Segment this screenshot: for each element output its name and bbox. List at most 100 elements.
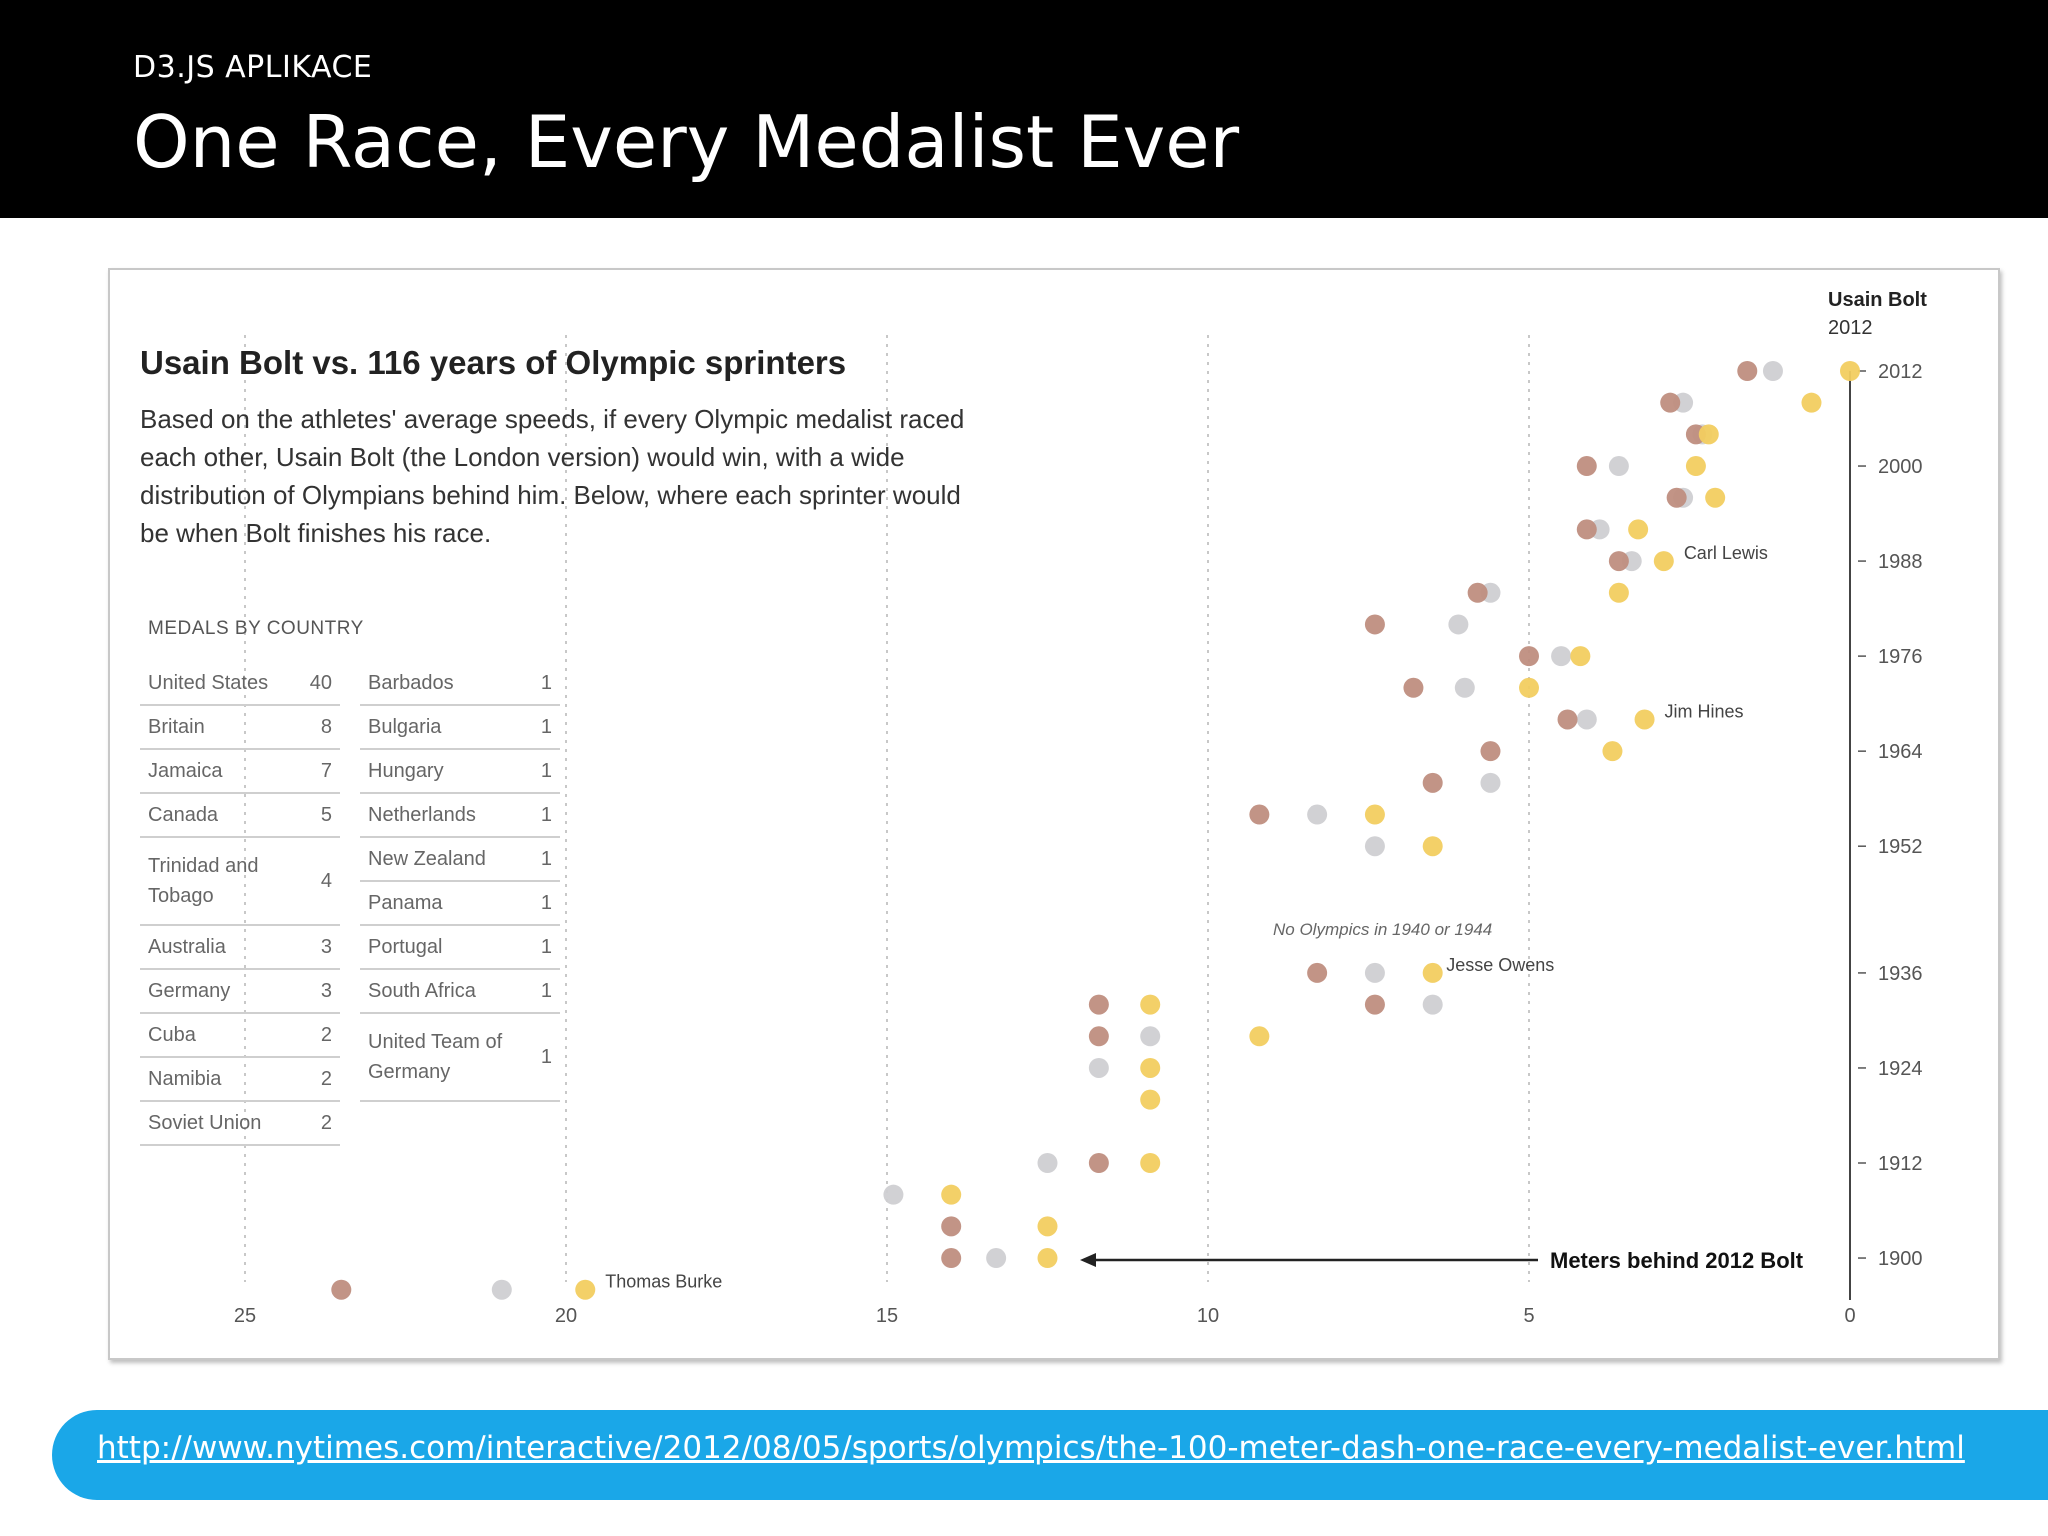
medal-count: 3 (320, 979, 332, 1002)
silver-point (1307, 804, 1328, 825)
medal-count: 7 (320, 759, 332, 782)
y-tick-label: 1988 (1878, 551, 1923, 573)
gold-point (1037, 1216, 1058, 1237)
medal-country: South Africa (368, 979, 476, 1002)
medal-count: 3 (320, 935, 332, 958)
gold-point (1698, 424, 1719, 445)
y-tick-label: 1964 (1878, 741, 1923, 763)
top-label-year: 2012 (1828, 317, 1873, 339)
medal-row: Bulgaria 1 (360, 706, 560, 750)
gold-point (1685, 456, 1706, 477)
gold-point (575, 1279, 596, 1300)
x-tick-label: 0 (1844, 1305, 1855, 1327)
medal-country: United Team of Germany (368, 1031, 503, 1083)
medal-row: Soviet Union 2 (140, 1102, 340, 1146)
medal-country: United States (148, 671, 269, 694)
x-axis-arrowhead (1080, 1253, 1096, 1267)
y-tick-label: 2012 (1878, 361, 1923, 383)
gold-point (1364, 804, 1385, 825)
gold-point (1422, 962, 1443, 983)
bronze-point (1364, 994, 1385, 1015)
annotation-label: Thomas Burke (605, 1272, 722, 1292)
gold-point (1628, 519, 1649, 540)
medal-count: 1 (540, 1046, 552, 1068)
gold-point (1570, 646, 1591, 667)
medal-row: Barbados 1 (360, 662, 560, 706)
medal-row: Trinidad and Tobago 4 (140, 838, 340, 926)
gold-point (1602, 741, 1623, 762)
silver-point (1448, 614, 1469, 635)
medal-row: South Africa 1 (360, 970, 560, 1014)
medal-count: 2 (320, 1023, 332, 1046)
x-tick-label: 25 (234, 1305, 256, 1327)
medal-row: Netherlands 1 (360, 794, 560, 838)
gold-point (1840, 361, 1860, 381)
bronze-point (1660, 392, 1681, 413)
x-axis-label: Meters behind 2012 Bolt (1550, 1248, 1804, 1273)
medal-country: Portugal (368, 935, 443, 958)
medal-count: 1 (540, 847, 552, 870)
medal-country: Bulgaria (368, 715, 442, 738)
x-tick-label: 20 (555, 1305, 577, 1327)
silver-point (1762, 361, 1783, 381)
silver-point (986, 1248, 1007, 1269)
gold-point (1037, 1248, 1058, 1269)
silver-point (883, 1184, 904, 1205)
y-tick-label: 1952 (1878, 836, 1923, 858)
source-url-bar: http://www.nytimes.com/interactive/2012/… (52, 1410, 2048, 1500)
y-tick-label: 1900 (1878, 1248, 1923, 1270)
medal-country: Soviet Union (148, 1111, 262, 1134)
gold-point (1140, 1089, 1161, 1110)
medal-count: 1 (540, 715, 552, 738)
annotation-label: Carl Lewis (1684, 543, 1768, 563)
gold-point (1634, 709, 1655, 730)
medal-count: 40 (309, 671, 332, 694)
bronze-point (941, 1248, 962, 1269)
medal-count: 8 (320, 715, 332, 738)
medal-country: Cuba (148, 1023, 196, 1046)
gold-point (1801, 392, 1822, 413)
medal-country: Canada (148, 803, 219, 826)
bronze-point (1576, 519, 1597, 540)
medal-country: Jamaica (148, 759, 223, 782)
annotation-label: Jim Hines (1665, 701, 1744, 721)
bronze-point (1249, 804, 1270, 825)
medal-row: New Zealand 1 (360, 838, 560, 882)
medal-row: United Team of Germany 1 (360, 1014, 560, 1102)
top-label-name: Usain Bolt (1828, 289, 1927, 311)
silver-point (1454, 677, 1475, 698)
annotation-label: Jesse Owens (1446, 955, 1554, 975)
source-link[interactable]: http://www.nytimes.com/interactive/2012/… (97, 1430, 1965, 1466)
y-tick-label: 1912 (1878, 1153, 1923, 1175)
medal-row: Jamaica 7 (140, 750, 340, 794)
gold-point (1249, 1026, 1270, 1047)
medal-row: Canada 5 (140, 794, 340, 838)
gold-point (1705, 487, 1726, 508)
gold-point (1608, 582, 1629, 603)
bronze-point (1403, 677, 1424, 698)
silver-point (1364, 962, 1385, 983)
medal-row: Cuba 2 (140, 1014, 340, 1058)
medal-count: 1 (540, 671, 552, 694)
medals-table-title: MEDALS BY COUNTRY (148, 618, 364, 639)
silver-point (1480, 772, 1501, 793)
bronze-point (1088, 994, 1109, 1015)
medal-count: 1 (540, 759, 552, 782)
medal-row: Germany 3 (140, 970, 340, 1014)
bronze-point (1576, 456, 1597, 477)
bronze-point (1608, 551, 1629, 572)
medal-count: 2 (320, 1111, 332, 1134)
slide-title: One Race, Every Medalist Ever (133, 100, 1240, 184)
y-tick-label: 1924 (1878, 1058, 1923, 1080)
bronze-point (1307, 962, 1328, 983)
gold-point (1519, 677, 1539, 698)
medal-country: Germany (148, 979, 231, 1002)
medal-count: 5 (320, 803, 332, 826)
silver-point (1551, 646, 1572, 667)
bronze-point (1480, 741, 1501, 762)
y-tick-label: 1936 (1878, 963, 1923, 985)
medal-row: Namibia 2 (140, 1058, 340, 1102)
medal-count: 1 (540, 979, 552, 1002)
x-tick-label: 5 (1523, 1305, 1534, 1327)
medal-count: 2 (320, 1067, 332, 1090)
